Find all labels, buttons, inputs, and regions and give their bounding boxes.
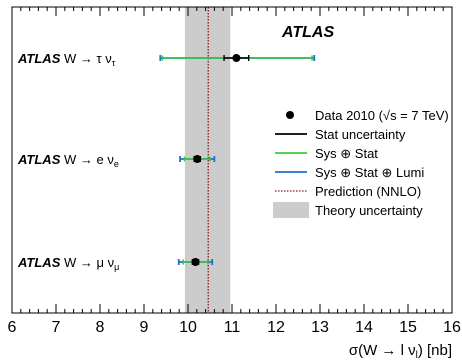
legend-entry: Data 2010 (√s = 7 TeV)	[286, 108, 449, 123]
x-tick-label: 10	[179, 319, 197, 336]
data-point	[191, 258, 200, 266]
data-point	[193, 155, 202, 163]
measurement-2	[179, 155, 216, 163]
x-axis-label: σ(W → l νl) [nb]	[349, 342, 452, 361]
atlas-header-label: ATLAS	[281, 24, 334, 41]
legend-label: Sys ⊕ Stat	[315, 146, 378, 161]
measurement-3	[177, 258, 214, 266]
measurement-label: ATLAS W → e νe	[17, 152, 119, 169]
legend-entry: Theory uncertainty	[273, 202, 423, 218]
measurement-label: ATLAS W → μ νμ	[17, 255, 119, 272]
x-tick-label: 6	[8, 319, 17, 336]
legend-label: Sys ⊕ Stat ⊕ Lumi	[315, 165, 424, 180]
legend-entry: Prediction (NNLO)	[275, 184, 421, 199]
x-tick-label: 8	[96, 319, 105, 336]
legend-box	[273, 202, 309, 218]
x-tick-label: 13	[311, 319, 329, 336]
data-point	[232, 54, 241, 62]
measurement-label: ATLAS W → τ ντ	[17, 51, 116, 68]
legend-label: Prediction (NNLO)	[315, 184, 421, 199]
theory-uncertainty-band	[184, 7, 231, 313]
legend-entry: Sys ⊕ Stat	[275, 146, 378, 161]
legend-marker	[286, 111, 294, 119]
x-tick-label: 16	[443, 319, 461, 336]
x-tick-label: 14	[355, 319, 373, 336]
legend-label: Data 2010 (√s = 7 TeV)	[315, 108, 449, 123]
measurement-1	[159, 54, 316, 62]
x-tick-label: 12	[267, 319, 285, 336]
x-tick-label: 7	[52, 319, 61, 336]
legend-label: Stat uncertainty	[315, 127, 406, 142]
x-tick-label: 9	[140, 319, 149, 336]
x-tick-label: 15	[399, 319, 417, 336]
legend-label: Theory uncertainty	[315, 203, 423, 218]
legend-entry: Stat uncertainty	[275, 127, 406, 142]
legend-entry: Sys ⊕ Stat ⊕ Lumi	[275, 165, 424, 180]
x-tick-label: 11	[224, 319, 241, 336]
